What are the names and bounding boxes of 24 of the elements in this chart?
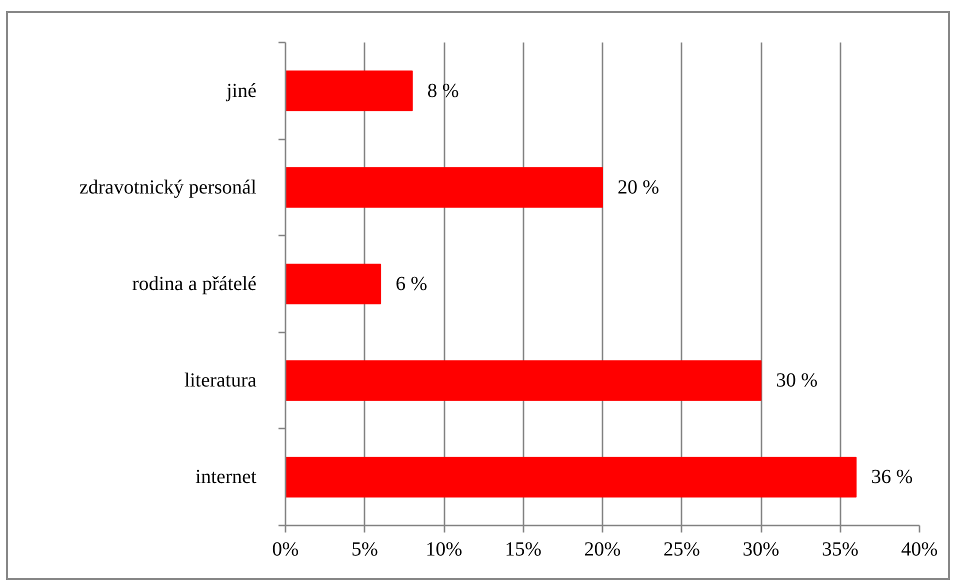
bar bbox=[286, 167, 603, 208]
x-tick-label: 35% bbox=[822, 538, 859, 560]
bar bbox=[286, 70, 413, 112]
data-label: 8 % bbox=[427, 80, 459, 102]
bar bbox=[286, 360, 762, 401]
y-tick-label: zdravotnický personál bbox=[79, 176, 257, 198]
x-tick-label: 30% bbox=[742, 538, 780, 560]
data-label: 36 % bbox=[871, 466, 913, 488]
x-tick-label: 25% bbox=[663, 538, 700, 560]
x-tick-label: 10% bbox=[426, 538, 462, 560]
x-tick-label: 40% bbox=[901, 538, 938, 560]
x-tick-label: 20% bbox=[584, 538, 621, 560]
x-tick-label: 0% bbox=[272, 538, 299, 560]
data-label: 30 % bbox=[776, 370, 818, 392]
y-tick-label: internet bbox=[195, 466, 257, 488]
data-label: 6 % bbox=[396, 273, 428, 295]
data-label: 20 % bbox=[618, 176, 660, 198]
x-tick-label: 5% bbox=[351, 538, 378, 560]
y-tick-label: rodina a přátelé bbox=[132, 273, 257, 295]
bar bbox=[286, 264, 382, 304]
y-tick-label: jiné bbox=[226, 80, 257, 102]
y-tick-label: literatura bbox=[184, 370, 257, 392]
bar bbox=[286, 456, 857, 498]
x-tick-label: 15% bbox=[504, 538, 542, 560]
